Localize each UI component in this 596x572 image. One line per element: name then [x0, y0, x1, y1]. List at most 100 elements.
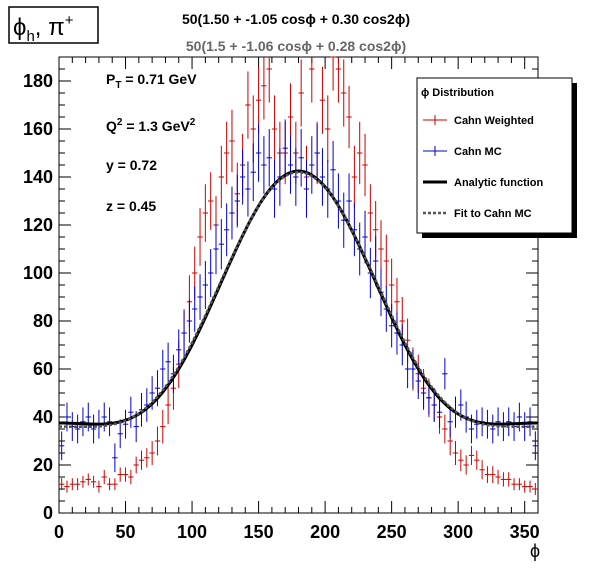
cahn-mc-point: [266, 129, 272, 187]
x-tick-label: 100: [177, 522, 207, 542]
cahn-mc-point: [447, 406, 453, 438]
cahn-mc-point: [117, 419, 123, 449]
cahn-mc-point: [234, 174, 240, 228]
y-tick-label: 80: [33, 311, 53, 331]
cahn-weighted-point: [64, 480, 70, 493]
y-tick-label: 120: [23, 215, 53, 235]
legend-entry-cahn-weighted: Cahn Weighted: [423, 115, 534, 127]
cahn-weighted-point: [133, 456, 139, 474]
x-tick-label: 0: [54, 522, 64, 542]
legend-entry-analytic: Analytic function: [423, 177, 544, 189]
cahn-weighted-point: [229, 109, 235, 173]
cahn-weighted-point: [202, 184, 209, 242]
legend-label-analytic: Analytic function: [454, 177, 544, 189]
y-tick-label: 160: [23, 119, 53, 139]
cahn-mc-point: [255, 124, 262, 182]
cahn-weighted-point: [160, 409, 166, 444]
cahn-weighted-point: [90, 475, 97, 488]
analytic-formula: 50(1.50 + -1.05 cosϕ + 0.30 cos2ϕ): [182, 11, 410, 27]
cahn-mc-point: [442, 358, 448, 390]
cahn-weighted-point: [341, 59, 347, 127]
cahn-mc-point: [245, 161, 251, 217]
cahn-weighted-point: [516, 478, 523, 491]
cahn-mc-point: [436, 396, 443, 428]
pt-label: PT = 0.71 GeV: [106, 71, 197, 91]
y-tick-label: 60: [33, 359, 53, 379]
cahn-mc-point: [85, 402, 91, 432]
axes-group: 0 50 100 150 200 250 300 350 0 20 40 60 80 100 120 140 1…: [23, 56, 540, 542]
cahn-weighted-point: [218, 145, 224, 209]
cahn-mc-point: [314, 124, 320, 182]
cahn-weighted-point: [325, 95, 331, 163]
cahn-weighted-point: [59, 478, 65, 491]
cahn-weighted-point: [154, 426, 161, 456]
cahn-mc-point: [309, 136, 315, 194]
cahn-mc-point: [532, 431, 538, 461]
x-tick-label: 50: [116, 522, 136, 542]
cahn-mc-point: [80, 407, 86, 437]
cahn-weighted-point: [442, 414, 448, 444]
cahn-mc-point: [223, 203, 230, 257]
cahn-weighted-point: [452, 441, 459, 465]
hadron-title-box: ϕh, π+: [8, 6, 99, 45]
kinematics-labels: PT = 0.71 GeV Q2 = 1.3 GeV2 y = 0.72 z =…: [106, 71, 197, 214]
cahn-weighted-point: [261, 57, 267, 120]
x-tick-label: 250: [377, 522, 407, 542]
cahn-weighted-point: [255, 66, 262, 134]
cahn-weighted-point: [495, 469, 501, 485]
cahn-weighted-point: [362, 133, 368, 197]
cahn-mc-point: [239, 149, 246, 205]
cahn-weighted-point: [309, 57, 315, 103]
cahn-mc-point: [287, 136, 294, 194]
legend-entry-fit: Fit to Cahn MC: [423, 208, 532, 220]
cahn-weighted-point: [474, 450, 480, 470]
cahn-weighted-point: [388, 258, 395, 312]
cahn-mc-point: [218, 219, 224, 270]
cahn-mc-point: [186, 299, 193, 343]
cahn-mc-point: [293, 148, 299, 206]
cahn-weighted-point: [506, 472, 512, 487]
hadron-title-text: ϕh, π+: [13, 12, 74, 45]
series-group: [59, 56, 538, 495]
cahn-weighted-point: [330, 56, 336, 91]
legend-box: [416, 77, 573, 234]
cahn-weighted-point: [298, 59, 304, 127]
cahn-mc-point: [404, 349, 411, 389]
cahn-weighted-point: [122, 467, 129, 482]
cahn-weighted-point: [266, 57, 272, 103]
cahn-mc-point: [192, 286, 198, 332]
x-axis-label: ϕ: [530, 541, 540, 561]
legend-entry-cahn-mc: Cahn MC: [423, 146, 502, 158]
cahn-weighted-point: [149, 441, 155, 465]
cahn-mc-point: [90, 414, 97, 444]
cahn-weighted-point: [367, 184, 374, 242]
cahn-mc-point: [506, 407, 512, 437]
cahn-mc-point: [261, 136, 267, 194]
cahn-weighted-point: [468, 445, 475, 465]
y-tick-label: 20: [33, 455, 53, 475]
x-tick-label: 350: [510, 522, 540, 542]
cahn-mc-point: [128, 396, 134, 428]
cahn-mc-point: [282, 119, 288, 177]
y-tick-label: 0: [43, 503, 53, 523]
cahn-mc-point: [490, 414, 496, 444]
legend-label-cahn-mc: Cahn MC: [454, 146, 502, 158]
cahn-weighted-point: [128, 469, 134, 485]
cahn-mc-point: [165, 342, 171, 381]
cahn-weighted-point: [271, 95, 278, 163]
cahn-mc-point: [106, 407, 113, 437]
cahn-mc-point: [346, 173, 352, 229]
cahn-mc-point: [330, 141, 336, 199]
cahn-mc-point: [362, 210, 368, 264]
cahn-weighted-point: [117, 467, 123, 482]
cahn-weighted-point: [80, 475, 86, 488]
cahn-weighted-point: [500, 472, 507, 487]
cahn-mc-point: [303, 160, 310, 218]
cahn-mc-point: [197, 274, 203, 320]
cahn-weighted-point: [335, 57, 342, 103]
y-tick-label: 180: [23, 71, 53, 91]
cahn-mc-point: [250, 143, 256, 201]
cahn-mc-point: [373, 235, 379, 287]
x-tick-label: 200: [310, 522, 340, 542]
